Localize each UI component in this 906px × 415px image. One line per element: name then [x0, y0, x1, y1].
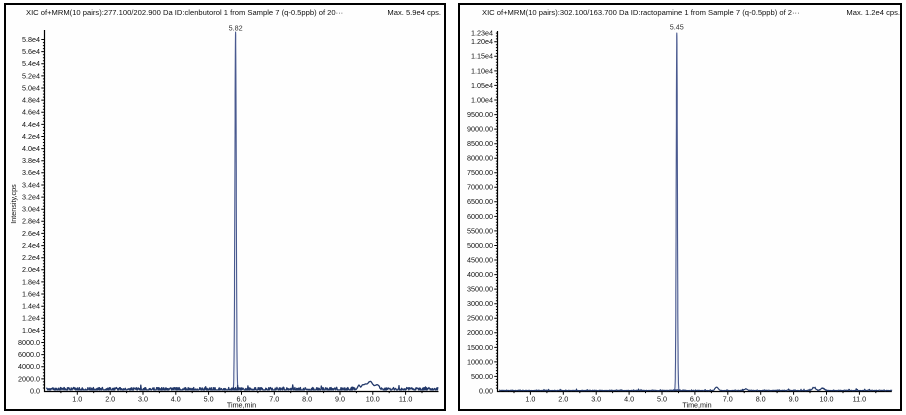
- svg-text:6500.00: 6500.00: [467, 197, 493, 206]
- svg-text:XIC of+MRM(10 pairs):302.100/1: XIC of+MRM(10 pairs):302.100/163.700 Da …: [482, 8, 800, 17]
- svg-text:1500.00: 1500.00: [467, 343, 493, 352]
- svg-text:1.8e4: 1.8e4: [22, 277, 40, 286]
- svg-text:5.82: 5.82: [229, 24, 243, 33]
- svg-text:Max. 5.9e4 cps.: Max. 5.9e4 cps.: [387, 8, 441, 17]
- svg-text:5.0: 5.0: [657, 395, 667, 404]
- svg-text:1.05e4: 1.05e4: [471, 81, 493, 90]
- svg-text:1.15e4: 1.15e4: [471, 52, 493, 61]
- svg-text:2.4e4: 2.4e4: [22, 241, 40, 250]
- svg-text:11.0: 11.0: [399, 395, 412, 404]
- svg-text:5000.00: 5000.00: [467, 241, 493, 250]
- svg-text:6.0: 6.0: [690, 395, 700, 404]
- svg-text:1.20e4: 1.20e4: [471, 37, 493, 46]
- svg-text:3.6e4: 3.6e4: [22, 168, 40, 177]
- svg-text:2.0: 2.0: [558, 395, 568, 404]
- svg-text:1.23e4: 1.23e4: [471, 29, 493, 38]
- svg-text:1.0: 1.0: [72, 395, 82, 404]
- svg-text:5.45: 5.45: [670, 23, 684, 32]
- svg-text:5.8e4: 5.8e4: [22, 35, 40, 44]
- svg-text:5.2e4: 5.2e4: [22, 71, 40, 80]
- svg-text:5.0: 5.0: [204, 395, 214, 404]
- svg-text:9000.00: 9000.00: [467, 125, 493, 134]
- svg-text:2000.00: 2000.00: [467, 328, 493, 337]
- svg-text:3.0: 3.0: [591, 395, 601, 404]
- svg-text:4.4e4: 4.4e4: [22, 120, 40, 129]
- svg-text:4000.0: 4000.0: [18, 362, 40, 371]
- svg-text:3.8e4: 3.8e4: [22, 156, 40, 165]
- svg-text:8.0: 8.0: [756, 395, 766, 404]
- svg-text:3.2e4: 3.2e4: [22, 193, 40, 202]
- svg-text:1.00e4: 1.00e4: [471, 95, 493, 104]
- svg-text:2.8e4: 2.8e4: [22, 217, 40, 226]
- svg-text:1000.00: 1000.00: [467, 357, 493, 366]
- svg-text:3.0: 3.0: [138, 395, 148, 404]
- svg-text:11.0: 11.0: [853, 395, 866, 404]
- svg-text:0.0: 0.0: [30, 386, 40, 395]
- svg-text:8000.00: 8000.00: [467, 154, 493, 163]
- svg-text:500.00: 500.00: [471, 372, 493, 381]
- svg-text:5.6e4: 5.6e4: [22, 47, 40, 56]
- svg-text:2500.00: 2500.00: [467, 314, 493, 323]
- svg-text:2000.0: 2000.0: [18, 374, 40, 383]
- svg-text:4.0: 4.0: [171, 395, 181, 404]
- svg-text:4000.00: 4000.00: [467, 270, 493, 279]
- svg-text:9500.00: 9500.00: [467, 110, 493, 119]
- svg-text:5500.00: 5500.00: [467, 226, 493, 235]
- svg-text:Time,min: Time,min: [682, 401, 711, 410]
- svg-text:4.6e4: 4.6e4: [22, 108, 40, 117]
- svg-text:2.0e4: 2.0e4: [22, 265, 40, 274]
- svg-text:1.0: 1.0: [525, 395, 535, 404]
- svg-text:4.0e4: 4.0e4: [22, 144, 40, 153]
- svg-text:3.4e4: 3.4e4: [22, 180, 40, 189]
- svg-text:6000.00: 6000.00: [467, 212, 493, 221]
- svg-text:3.0e4: 3.0e4: [22, 205, 40, 214]
- svg-text:2.0: 2.0: [105, 395, 115, 404]
- svg-text:5.0e4: 5.0e4: [22, 83, 40, 92]
- svg-text:10.0: 10.0: [820, 395, 834, 404]
- svg-text:6.0: 6.0: [237, 395, 247, 404]
- svg-text:2.6e4: 2.6e4: [22, 229, 40, 238]
- svg-text:Time,min: Time,min: [227, 401, 256, 410]
- svg-text:3000.00: 3000.00: [467, 299, 493, 308]
- svg-text:Intensity,cps: Intensity,cps: [9, 184, 18, 224]
- svg-text:8000.0: 8000.0: [18, 338, 40, 347]
- svg-text:6000.0: 6000.0: [18, 350, 40, 359]
- svg-text:4500.00: 4500.00: [467, 255, 493, 264]
- svg-text:4.0: 4.0: [624, 395, 634, 404]
- svg-text:XIC of+MRM(10 pairs):277.100/2: XIC of+MRM(10 pairs):277.100/202.900 Da …: [26, 8, 343, 17]
- svg-text:9.0: 9.0: [335, 395, 345, 404]
- svg-text:2.2e4: 2.2e4: [22, 253, 40, 262]
- svg-text:8500.00: 8500.00: [467, 139, 493, 148]
- svg-text:3500.00: 3500.00: [467, 285, 493, 294]
- svg-text:7.0: 7.0: [269, 395, 279, 404]
- svg-text:1.6e4: 1.6e4: [22, 289, 40, 298]
- svg-text:1.0e4: 1.0e4: [22, 326, 40, 335]
- svg-text:4.8e4: 4.8e4: [22, 96, 40, 105]
- svg-text:0.00: 0.00: [479, 386, 493, 395]
- svg-text:1.2e4: 1.2e4: [22, 314, 40, 323]
- svg-text:Max. 1.2e4 cps.: Max. 1.2e4 cps.: [846, 8, 900, 17]
- svg-text:7500.00: 7500.00: [467, 168, 493, 177]
- svg-text:4.2e4: 4.2e4: [22, 132, 40, 141]
- svg-text:10.0: 10.0: [366, 395, 380, 404]
- svg-text:1.4e4: 1.4e4: [22, 302, 40, 311]
- svg-text:1.10e4: 1.10e4: [471, 66, 493, 75]
- svg-text:8.0: 8.0: [302, 395, 312, 404]
- svg-text:5.4e4: 5.4e4: [22, 59, 40, 68]
- svg-text:7.0: 7.0: [723, 395, 733, 404]
- svg-text:7000.00: 7000.00: [467, 183, 493, 192]
- svg-text:9.0: 9.0: [789, 395, 799, 404]
